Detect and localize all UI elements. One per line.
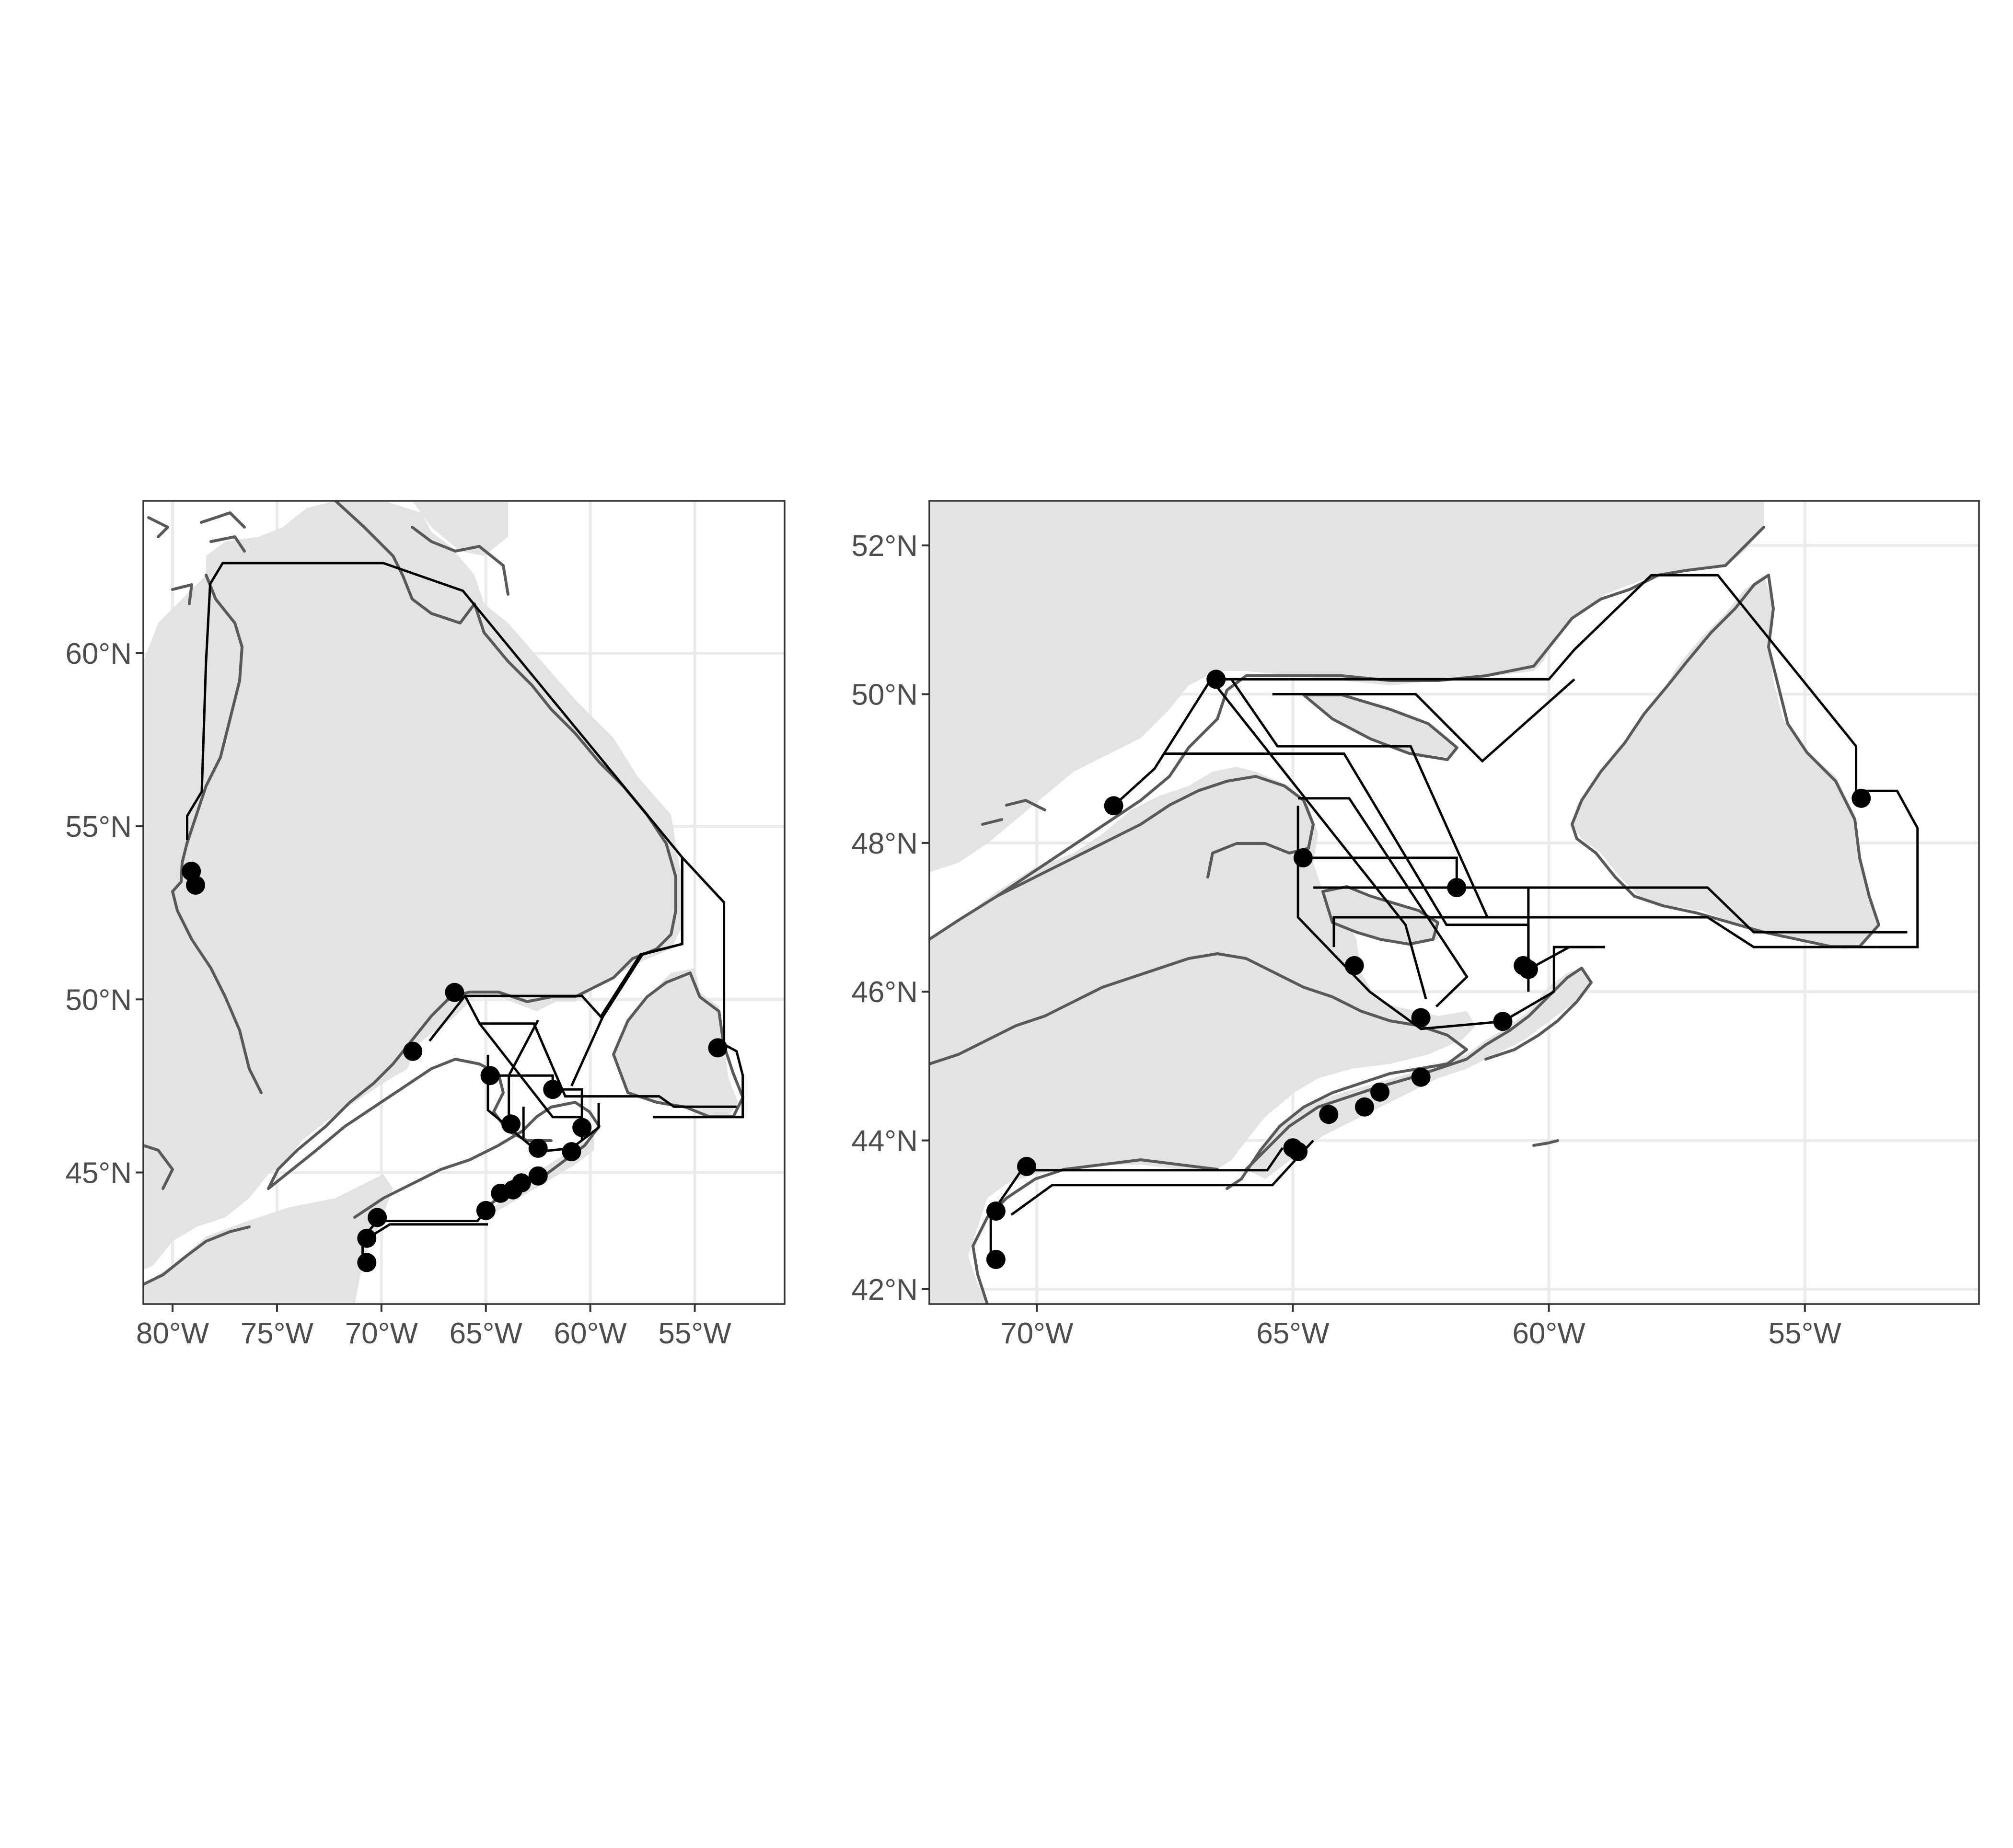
detail-site-point xyxy=(1104,796,1123,816)
overview-site-point xyxy=(445,982,464,1002)
overview-route-line xyxy=(478,1023,582,1119)
detail-route-line xyxy=(1527,946,1606,970)
detail-coast-small-islands xyxy=(981,799,1559,1147)
detail-landmass xyxy=(929,501,1879,1304)
overview-coast-hudson-bay xyxy=(171,574,263,1094)
detail-x-tick-label: 55°W xyxy=(1769,1317,1842,1350)
overview-sampling-sites xyxy=(182,862,728,1272)
overview-x-tick-label: 60°W xyxy=(554,1317,627,1350)
overview-coast-south-gulf xyxy=(143,1144,251,1286)
overview-land-newfoundland xyxy=(613,968,738,1117)
detail-site-point xyxy=(986,1201,1006,1221)
overview-land-baffin xyxy=(412,501,508,556)
overview-coast-labrador xyxy=(483,631,677,1003)
overview-site-point xyxy=(403,1041,423,1061)
overview-y-tick-label: 55°N xyxy=(65,810,132,843)
detail-site-point xyxy=(1283,1138,1303,1158)
detail-y-tick-label: 46°N xyxy=(851,976,918,1009)
overview-site-point xyxy=(368,1208,387,1227)
detail-sampling-sites xyxy=(986,670,1871,1269)
detail-x-tick-label: 60°W xyxy=(1512,1317,1585,1350)
detail-coast-anticosti xyxy=(1302,693,1458,761)
overview-axes: 80°W 75°W 70°W 65°W 60°W 55°W 45°N 50°N 55°N 60°N xyxy=(65,637,731,1350)
detail-land-quebec-labrador xyxy=(929,501,1764,872)
overview-y-tick-label: 60°N xyxy=(65,637,132,670)
overview-map-panel: 80°W 75°W 70°W 65°W 60°W 55°W 45°N 50°N 55°N 60°N xyxy=(65,500,786,1350)
overview-x-tick-label: 75°W xyxy=(241,1317,314,1350)
detail-coast-bay-of-fundy xyxy=(929,952,1468,1190)
detail-route-line xyxy=(1296,806,1595,1030)
overview-site-point xyxy=(501,1114,521,1134)
detail-x-tick-label: 65°W xyxy=(1256,1317,1330,1350)
detail-site-point xyxy=(1514,956,1533,975)
detail-coast-nova-scotia xyxy=(1245,967,1593,1171)
detail-site-point xyxy=(1851,788,1871,808)
overview-site-point xyxy=(562,1142,581,1162)
detail-site-point xyxy=(1493,1012,1513,1031)
overview-route-line xyxy=(372,1223,488,1236)
overview-site-point xyxy=(186,875,205,895)
overview-coast-st-lawrence-north xyxy=(267,991,529,1190)
overview-site-point xyxy=(572,1118,592,1137)
detail-coastlines xyxy=(929,526,1880,1304)
detail-site-point xyxy=(986,1249,1006,1269)
detail-land-anticosti xyxy=(1304,695,1457,757)
detail-panel-border xyxy=(928,500,1980,1305)
detail-route-line xyxy=(1332,916,1488,947)
detail-route-line xyxy=(1010,1139,1315,1216)
overview-x-tick-label: 70°W xyxy=(345,1317,418,1350)
detail-route-line xyxy=(1210,678,1427,1000)
detail-site-point xyxy=(1319,1105,1339,1124)
overview-route-line xyxy=(653,854,744,1119)
overview-x-tick-label: 65°W xyxy=(450,1317,523,1350)
detail-axes: 70°W 65°W 60°W 55°W 42°N 44°N 46°N 48°N 50°N 52°N xyxy=(851,530,1841,1350)
overview-route-line xyxy=(508,1019,539,1128)
overview-site-point xyxy=(511,1173,531,1193)
detail-map-panel: 70°W 65°W 60°W 55°W 42°N 44°N 46°N 48°N 50°N 52°N xyxy=(851,500,1980,1350)
detail-site-point xyxy=(1344,956,1364,975)
detail-y-tick-label: 48°N xyxy=(851,827,918,860)
detail-x-tick-label: 70°W xyxy=(1000,1317,1074,1350)
detail-coast-newfoundland xyxy=(1571,574,1880,948)
detail-y-tick-label: 52°N xyxy=(851,530,918,563)
detail-site-point xyxy=(1355,1097,1374,1117)
overview-x-tick-label: 55°W xyxy=(658,1317,731,1350)
detail-coast-gaspe xyxy=(995,775,1315,898)
detail-site-point xyxy=(1017,1156,1036,1176)
detail-y-tick-label: 44°N xyxy=(851,1125,918,1158)
overview-y-tick-label: 50°N xyxy=(65,983,132,1016)
overview-land-southeast xyxy=(143,1174,393,1304)
overview-coast-islands-northwest xyxy=(147,511,509,605)
overview-site-point xyxy=(708,1038,728,1058)
overview-site-point xyxy=(543,1080,563,1099)
overview-route-line xyxy=(428,943,683,1042)
overview-coast-ungava xyxy=(334,501,486,634)
detail-site-point xyxy=(1293,848,1313,867)
detail-route-line xyxy=(1313,886,1908,934)
detail-site-point xyxy=(1370,1082,1390,1102)
detail-site-point xyxy=(1411,1008,1431,1028)
detail-coast-maine xyxy=(972,1158,1219,1304)
overview-site-point xyxy=(357,1228,377,1248)
detail-site-point xyxy=(1206,670,1226,689)
detail-route-line xyxy=(1272,678,1575,763)
detail-route-line xyxy=(1298,797,1469,1008)
detail-site-point xyxy=(1447,878,1467,897)
overview-site-point xyxy=(476,1201,496,1220)
detail-land-newfoundland xyxy=(1572,575,1879,949)
overview-site-point xyxy=(528,1138,548,1158)
detail-land-new-brunswick-maine xyxy=(929,767,1476,1304)
detail-site-point xyxy=(1411,1067,1431,1087)
detail-y-tick-label: 42°N xyxy=(851,1273,918,1306)
overview-x-tick-label: 80°W xyxy=(136,1317,209,1350)
overview-panel-border xyxy=(142,500,786,1305)
overview-site-point xyxy=(357,1253,377,1272)
detail-y-tick-label: 50°N xyxy=(851,678,918,711)
overview-site-point xyxy=(528,1166,548,1186)
overview-site-point xyxy=(480,1066,500,1086)
overview-y-tick-label: 45°N xyxy=(65,1156,132,1190)
